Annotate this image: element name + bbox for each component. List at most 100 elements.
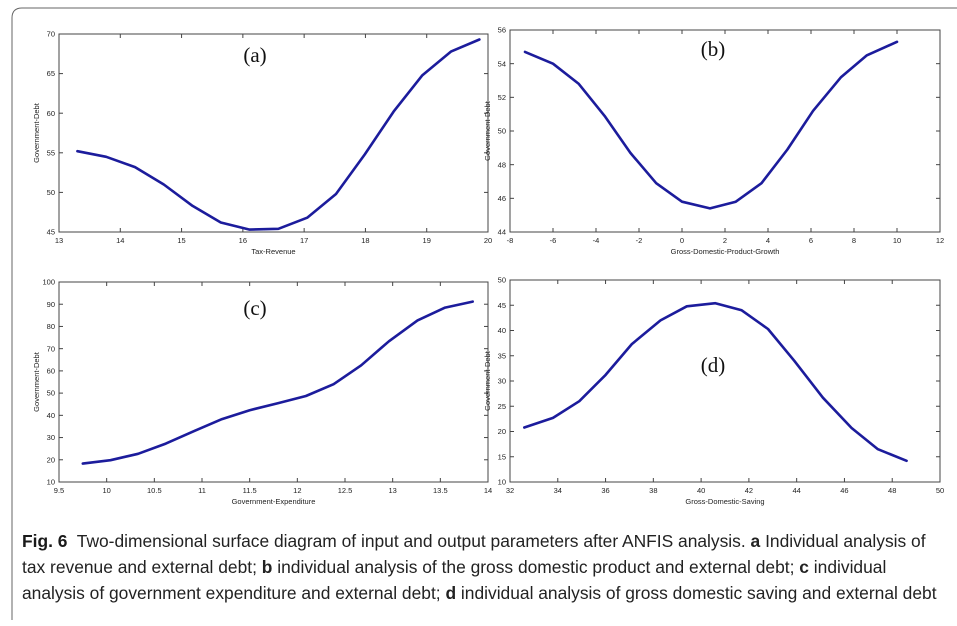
x-tick-label: 18 — [361, 236, 369, 245]
plot-area-a — [58, 33, 489, 233]
y-tick-label: 60 — [47, 366, 55, 375]
x-tick-label: 6 — [809, 236, 813, 245]
x-tick-label: 12.5 — [338, 486, 353, 495]
caption-part-c-letter: c — [799, 557, 809, 577]
y-tick-label: 20 — [498, 427, 506, 436]
y-axis-label: Government-Debt — [483, 100, 492, 161]
x-tick-label: 12 — [936, 236, 944, 245]
y-tick-label: 65 — [47, 69, 55, 78]
y-tick-label: 45 — [47, 228, 55, 237]
series-line-d — [522, 301, 908, 463]
x-axis-label: Gross-Domestic-Product-Growth — [671, 247, 780, 256]
panel-label-b: (b) — [701, 37, 726, 61]
chart-panel-b: -8 -6 -4 -2 0 2 4 6 8 10 1244464850525456Gross-Dom… — [483, 26, 944, 256]
panel-label-d: (d) — [701, 353, 726, 377]
chart-panels: 13 14 15 16 17 18 19 20455055606570Tax-RevenueG… — [32, 26, 944, 506]
caption-fig-label: Fig. 6 — [22, 531, 68, 551]
panel-label-a: (a) — [243, 43, 266, 67]
y-tick-label: 90 — [47, 300, 55, 309]
x-tick-label: 13 — [388, 486, 396, 495]
x-tick-label: 16 — [239, 236, 247, 245]
y-tick-label: 80 — [47, 322, 55, 331]
y-tick-label: 70 — [47, 344, 55, 353]
y-tick-label: 10 — [47, 478, 55, 487]
x-tick-label: -6 — [550, 236, 557, 245]
y-tick-label: 50 — [498, 276, 506, 285]
y-tick-label: 55 — [47, 148, 55, 157]
x-tick-label: -4 — [593, 236, 600, 245]
x-axis-label: Government-Expenditure — [232, 497, 316, 506]
y-tick-label: 44 — [498, 228, 506, 237]
y-tick-label: 40 — [498, 326, 506, 335]
x-tick-label: 12 — [293, 486, 301, 495]
x-tick-label: 19 — [423, 236, 431, 245]
x-tick-label: 9.5 — [54, 486, 64, 495]
y-tick-label: 45 — [498, 301, 506, 310]
x-tick-label: 34 — [554, 486, 562, 495]
x-tick-label: 48 — [888, 486, 896, 495]
y-tick-label: 48 — [498, 160, 506, 169]
x-tick-label: 4 — [766, 236, 770, 245]
x-tick-label: 32 — [506, 486, 514, 495]
x-tick-label: 15 — [177, 236, 185, 245]
x-tick-label: 10.5 — [147, 486, 162, 495]
y-tick-label: 15 — [498, 452, 506, 461]
panel-label-c: (c) — [243, 296, 266, 320]
x-tick-label: 14 — [116, 236, 124, 245]
x-tick-label: 20 — [484, 236, 492, 245]
y-tick-label: 35 — [498, 351, 506, 360]
chart-panel-d: 32 34 36 38 40 42 44 46 48 50 10 15 20 25 30 35 40 45 50 Gr… — [483, 276, 944, 506]
figure-border — [11, 7, 957, 620]
caption-part-d-letter: d — [445, 583, 457, 603]
y-tick-label: 50 — [47, 389, 55, 398]
x-tick-label: 11 — [198, 486, 206, 495]
x-tick-label: 13.5 — [433, 486, 448, 495]
y-tick-label: 25 — [498, 402, 506, 411]
y-axis-label: Government-Debt — [32, 102, 41, 163]
x-axis-label: Gross-Domestic-Saving — [685, 497, 764, 506]
caption-part-a-text: Individual analysis of tax revenue and e… — [22, 531, 926, 577]
chart-panel-c: 9.5 10 10.5 11 11.5 12 12.5 13 13.5 1410203040506… — [32, 278, 492, 506]
y-axis-label: Government-Debt — [32, 351, 41, 412]
x-tick-label: 10 — [893, 236, 901, 245]
caption-title: Two-dimensional surface diagram of input… — [76, 531, 746, 551]
series-line-b — [523, 40, 899, 210]
y-tick-label: 100 — [42, 278, 55, 287]
x-tick-label: 38 — [649, 486, 657, 495]
y-tick-label: 54 — [498, 59, 506, 68]
x-tick-label: 0 — [680, 236, 684, 245]
y-tick-label: 50 — [498, 127, 506, 136]
x-tick-label: 8 — [852, 236, 856, 245]
x-tick-label: 17 — [300, 236, 308, 245]
y-tick-label: 30 — [498, 377, 506, 386]
caption-part-c-text: individual analysis of government expend… — [22, 557, 887, 603]
plot-area-c — [58, 281, 489, 483]
y-tick-label: 56 — [498, 26, 506, 35]
caption-part-a-letter: a — [750, 531, 761, 551]
caption-part-d-text: individual analysis of gross domestic sa… — [460, 583, 937, 603]
chart-panel-a: 13 14 15 16 17 18 19 20 45 50 55 60 65 70 Tax-Revenue G… — [32, 30, 492, 256]
x-axis-label: Tax-Revenue — [251, 247, 295, 256]
y-tick-label: 70 — [47, 30, 55, 39]
y-tick-label: 46 — [498, 194, 506, 203]
y-tick-label: 20 — [47, 455, 55, 464]
caption-part-b-letter: b — [261, 557, 273, 577]
figure-caption: Fig. 6 Two-dimensional surface diagram o… — [22, 528, 947, 606]
y-axis-label: Government-Debt — [483, 350, 492, 411]
y-tick-label: 40 — [47, 411, 55, 420]
x-tick-label: 13 — [55, 236, 63, 245]
y-tick-label: 50 — [47, 188, 55, 197]
x-tick-label: 50 — [936, 486, 944, 495]
y-tick-label: 10 — [498, 478, 506, 487]
x-tick-label: 44 — [792, 486, 800, 495]
x-tick-label: 14 — [484, 486, 492, 495]
y-tick-label: 52 — [498, 93, 506, 102]
caption-part-b-text: individual analysis of the gross domesti… — [277, 557, 795, 577]
plot-area-d — [509, 279, 941, 483]
series-line-a — [76, 38, 481, 231]
y-tick-label: 60 — [47, 109, 55, 118]
x-tick-label: 2 — [723, 236, 727, 245]
x-tick-label: 10 — [102, 486, 110, 495]
x-tick-label: 46 — [840, 486, 848, 495]
